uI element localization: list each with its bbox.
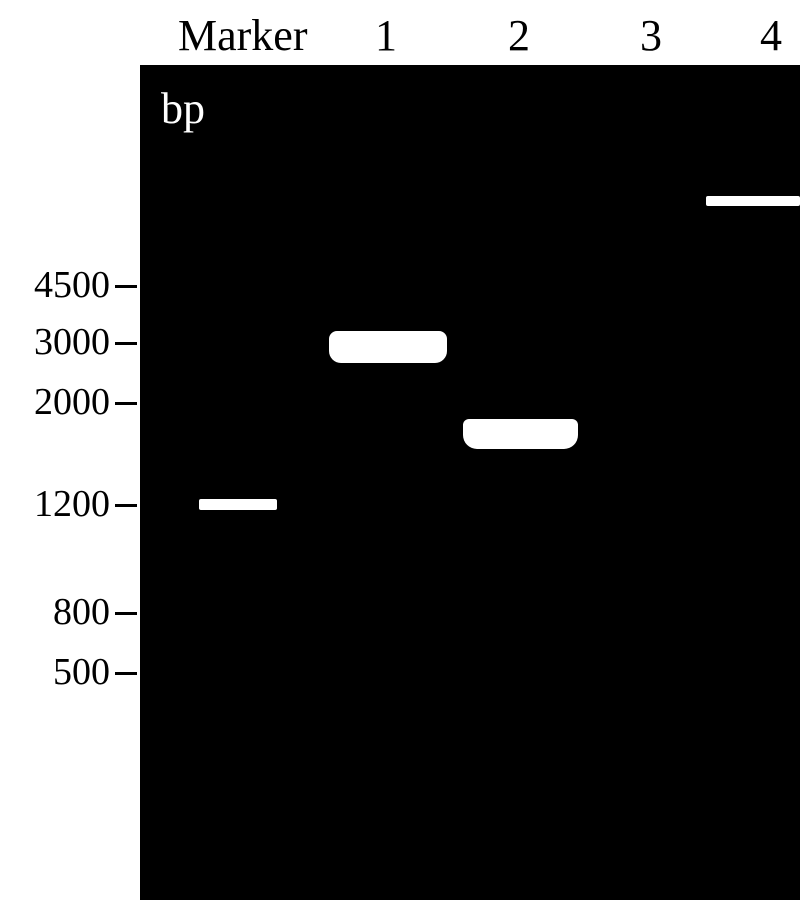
marker-size-label: 800 [10,590,110,634]
lane-labels-row: Marker 1 2 3 4 [10,10,801,65]
marker-size-label: 2000 [10,380,110,424]
marker-tick [115,504,137,507]
lane-label-2: 2 [508,10,530,61]
gel-figure-container: Marker 1 2 3 4 bp 4500 3000 2000 1200 800 500 [10,10,801,901]
gel-band-lane-1 [329,331,447,363]
marker-tick [115,612,137,615]
marker-tick [115,672,137,675]
bp-unit-label: bp [161,83,205,134]
lane-label-4: 4 [760,10,782,61]
lane-label-1: 1 [375,10,397,61]
marker-ladder-labels: 4500 3000 2000 1200 800 500 [10,65,140,900]
marker-size-label: 3000 [10,320,110,364]
gel-image: bp [140,65,800,900]
marker-band-1200 [199,499,277,510]
marker-tick [115,285,137,288]
marker-tick [115,402,137,405]
marker-tick [115,342,137,345]
lane-label-marker: Marker [178,10,308,61]
gel-band-lane-2 [463,419,578,449]
gel-band-lane-4 [706,196,800,206]
marker-size-label: 500 [10,650,110,694]
marker-size-label: 1200 [10,482,110,526]
lane-label-3: 3 [640,10,662,61]
marker-size-label: 4500 [10,263,110,307]
